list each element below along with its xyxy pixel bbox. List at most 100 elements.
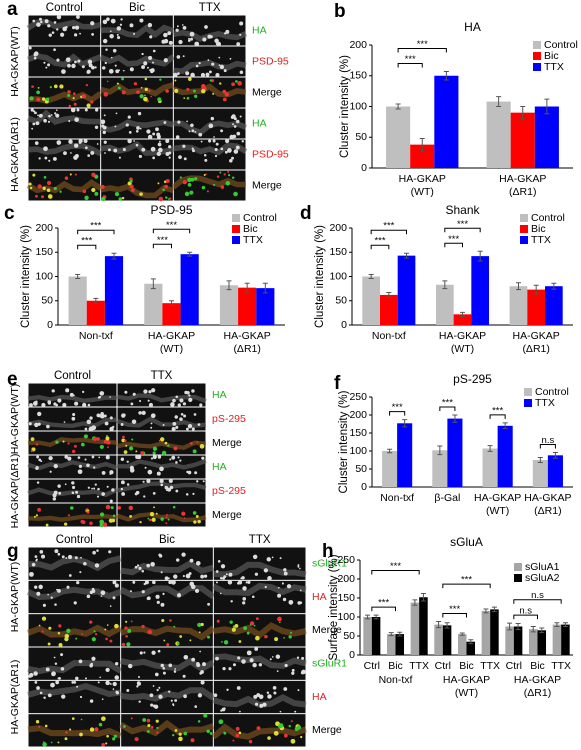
puncta bbox=[172, 733, 175, 737]
puncta bbox=[294, 727, 299, 731]
puncta bbox=[46, 424, 50, 429]
puncta bbox=[188, 394, 191, 397]
puncta bbox=[186, 87, 190, 91]
puncta bbox=[139, 18, 144, 23]
puncta bbox=[139, 127, 142, 130]
significance-bracket bbox=[389, 411, 406, 416]
puncta bbox=[208, 139, 212, 143]
puncta bbox=[33, 671, 38, 676]
error-bar bbox=[402, 419, 408, 428]
puncta bbox=[36, 97, 41, 102]
panel-letter: d bbox=[300, 203, 312, 224]
puncta bbox=[228, 174, 231, 177]
puncta bbox=[172, 398, 176, 403]
puncta bbox=[150, 95, 153, 98]
puncta bbox=[72, 412, 76, 417]
puncta bbox=[219, 577, 223, 580]
puncta bbox=[121, 642, 126, 647]
significance-bracket bbox=[444, 227, 481, 233]
puncta bbox=[50, 114, 53, 116]
puncta bbox=[169, 619, 172, 622]
puncta bbox=[118, 69, 120, 72]
puncta bbox=[138, 700, 141, 703]
puncta bbox=[89, 699, 94, 703]
bar bbox=[497, 425, 513, 487]
puncta bbox=[87, 154, 91, 157]
bar bbox=[419, 597, 428, 655]
puncta bbox=[147, 517, 150, 520]
puncta bbox=[176, 558, 180, 562]
puncta bbox=[75, 26, 80, 30]
puncta bbox=[158, 196, 164, 202]
dendrite bbox=[27, 725, 122, 739]
puncta bbox=[204, 158, 208, 162]
puncta bbox=[113, 148, 118, 153]
puncta bbox=[152, 49, 156, 53]
puncta bbox=[216, 619, 220, 623]
y-tick-label: 0 bbox=[349, 649, 355, 661]
dendrite bbox=[99, 54, 176, 67]
puncta bbox=[172, 505, 176, 509]
puncta bbox=[72, 449, 76, 454]
bar bbox=[513, 626, 523, 655]
bar bbox=[219, 285, 239, 325]
puncta bbox=[220, 185, 225, 189]
puncta bbox=[64, 176, 69, 180]
puncta bbox=[129, 67, 134, 72]
puncta bbox=[214, 148, 218, 152]
puncta bbox=[162, 671, 166, 675]
puncta bbox=[165, 522, 168, 525]
puncta bbox=[124, 390, 128, 394]
puncta bbox=[219, 82, 222, 85]
puncta bbox=[119, 23, 123, 26]
puncta bbox=[158, 686, 161, 689]
puncta bbox=[131, 419, 137, 424]
puncta bbox=[34, 422, 39, 428]
error-bar bbox=[244, 282, 250, 293]
puncta bbox=[79, 732, 83, 737]
puncta bbox=[81, 442, 85, 447]
puncta bbox=[254, 702, 259, 706]
puncta bbox=[198, 61, 201, 65]
dendrite bbox=[116, 512, 207, 523]
puncta bbox=[235, 80, 238, 83]
puncta bbox=[140, 86, 143, 89]
bar bbox=[466, 641, 476, 655]
puncta bbox=[61, 694, 66, 699]
puncta bbox=[258, 663, 263, 667]
puncta bbox=[183, 654, 189, 660]
puncta bbox=[187, 424, 193, 429]
bar bbox=[144, 283, 163, 325]
puncta bbox=[274, 637, 279, 642]
dendrite bbox=[100, 119, 175, 133]
puncta bbox=[134, 565, 138, 569]
puncta bbox=[230, 600, 233, 603]
puncta bbox=[139, 520, 142, 524]
puncta bbox=[54, 662, 58, 665]
y-tick-label: 150 bbox=[329, 246, 347, 258]
bar bbox=[534, 106, 559, 168]
puncta bbox=[182, 574, 185, 578]
puncta bbox=[223, 575, 227, 579]
dendrite bbox=[172, 83, 247, 98]
puncta bbox=[146, 730, 150, 733]
bar bbox=[505, 626, 514, 655]
puncta bbox=[144, 87, 148, 92]
puncta bbox=[195, 560, 201, 566]
puncta bbox=[132, 392, 136, 396]
puncta bbox=[57, 741, 60, 744]
puncta bbox=[157, 142, 162, 147]
legend-swatch bbox=[232, 225, 240, 233]
puncta bbox=[193, 413, 197, 416]
puncta bbox=[105, 680, 110, 686]
channel-label: Merge bbox=[252, 86, 282, 98]
puncta bbox=[84, 427, 88, 431]
puncta bbox=[183, 517, 186, 520]
bar bbox=[527, 289, 546, 325]
puncta bbox=[173, 670, 177, 673]
puncta bbox=[64, 483, 67, 486]
puncta bbox=[235, 733, 239, 738]
puncta bbox=[215, 581, 218, 584]
puncta bbox=[96, 413, 101, 418]
legend-label: Bic bbox=[544, 50, 559, 62]
